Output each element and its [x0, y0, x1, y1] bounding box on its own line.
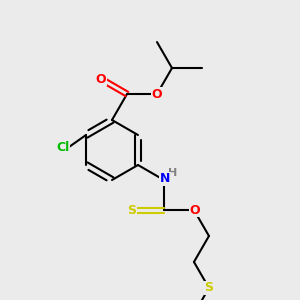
Text: S: S — [205, 281, 214, 294]
Text: O: O — [152, 88, 162, 100]
Text: Cl: Cl — [56, 141, 70, 154]
Text: O: O — [96, 73, 106, 85]
Text: N: N — [160, 172, 170, 185]
Text: O: O — [190, 203, 200, 217]
Text: H: H — [168, 168, 178, 178]
Text: S: S — [128, 203, 136, 217]
